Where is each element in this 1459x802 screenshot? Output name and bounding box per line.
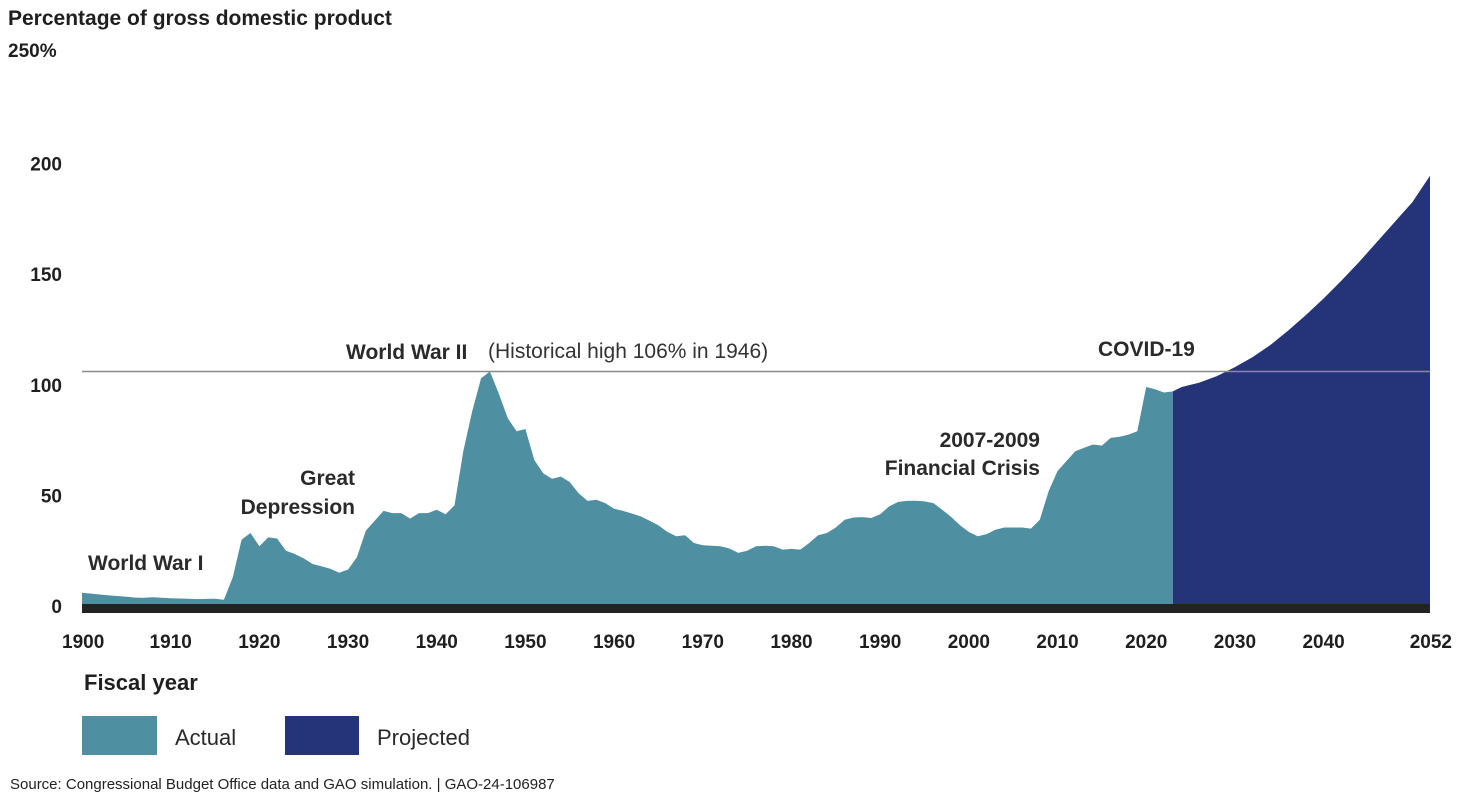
x-tick-label: 2040 [1302,632,1344,653]
legend-swatch-projected [285,716,359,755]
x-tick-label: 1970 [682,632,724,653]
x-tick-label: 2030 [1214,632,1256,653]
y-tick-label: 100 [30,376,62,397]
x-axis-ticks: 1900 1910 1920 1930 1940 1950 1960 1970 1980 1990… [62,632,1452,653]
x-tick-label: 1900 [62,632,104,653]
annotation-great: Great [300,467,355,490]
y-tick-label: 200 [30,155,62,176]
plot-areas [82,175,1430,607]
y-tick-label: 250% [8,41,57,62]
x-tick-label: 1910 [150,632,192,653]
annotation-2007-2009: 2007-2009 [940,429,1040,452]
x-axis-baseline [82,604,1430,613]
annotation-world-war-ii: World War II [346,341,467,364]
y-axis-ticks: 0 50 100 150 200 250% [8,41,62,618]
x-tick-label: 1950 [504,632,546,653]
legend-label-actual: Actual [175,725,236,750]
x-tick-label: 1940 [416,632,458,653]
x-tick-label: 1990 [859,632,901,653]
x-tick-label: 2010 [1036,632,1078,653]
x-axis-label: Fiscal year [84,670,198,695]
legend-swatch-actual [82,716,157,755]
area-actual [82,371,1173,606]
x-tick-label: 1930 [327,632,369,653]
annotation-depression: Depression [241,496,355,519]
y-tick-label: 50 [41,486,62,507]
legend-label-projected: Projected [377,725,470,750]
area-projected [1172,175,1430,607]
x-tick-label: 1920 [238,632,280,653]
y-tick-label: 0 [51,597,62,618]
annotation-world-war-i: World War I [88,552,204,575]
x-tick-label: 2020 [1125,632,1167,653]
x-tick-label: 2052 [1410,632,1452,653]
x-tick-label: 2000 [948,632,990,653]
annotation-financial-crisis: Financial Crisis [885,457,1040,480]
annotation-covid-19: COVID-19 [1098,338,1195,361]
source-note: Source: Congressional Budget Office data… [10,776,555,793]
annotation-historical-high: (Historical high 106% in 1946) [488,340,768,363]
y-tick-label: 150 [30,265,62,286]
x-tick-label: 1980 [770,632,812,653]
chart-title: Percentage of gross domestic product [8,7,392,30]
x-tick-label: 1960 [593,632,635,653]
